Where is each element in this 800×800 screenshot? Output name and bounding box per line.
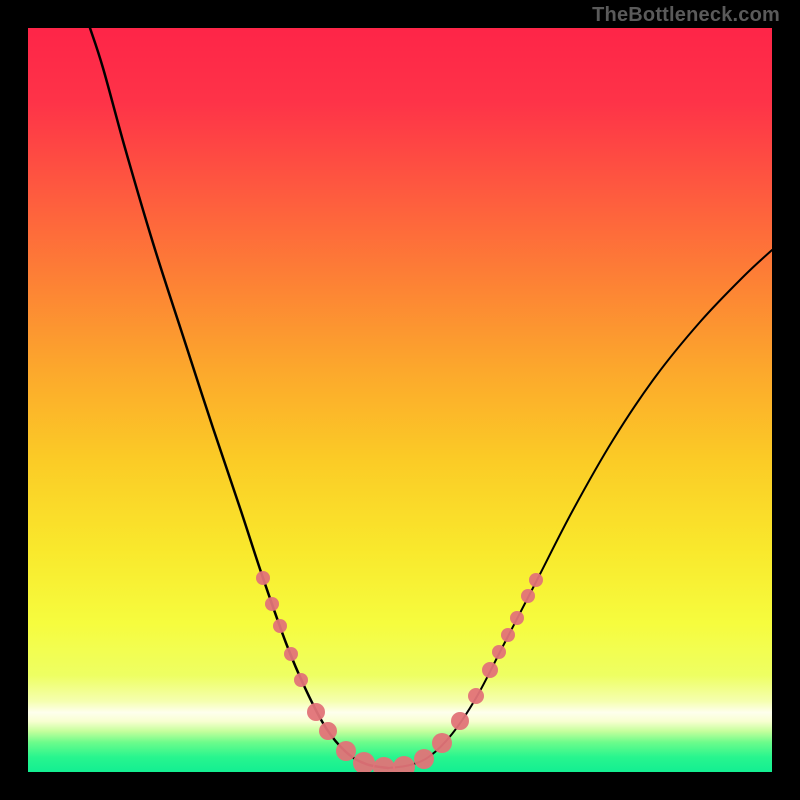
marker-dot: [307, 703, 325, 721]
marker-dot: [432, 733, 452, 753]
marker-dot: [482, 662, 498, 678]
marker-dot: [468, 688, 484, 704]
marker-dot: [273, 619, 287, 633]
marker-dot: [336, 741, 356, 761]
marker-dot: [451, 712, 469, 730]
marker-dot: [521, 589, 535, 603]
gradient-bg: [28, 28, 772, 772]
marker-dot: [319, 722, 337, 740]
marker-dot: [256, 571, 270, 585]
watermark-text: TheBottleneck.com: [592, 4, 780, 27]
marker-dot: [501, 628, 515, 642]
marker-dot: [284, 647, 298, 661]
marker-dot: [265, 597, 279, 611]
marker-dot: [529, 573, 543, 587]
chart-canvas: TheBottleneck.com: [0, 0, 800, 800]
marker-dot: [510, 611, 524, 625]
bottleneck-plot: [28, 28, 772, 772]
marker-dot: [414, 749, 434, 769]
marker-dot: [294, 673, 308, 687]
marker-dot: [492, 645, 506, 659]
